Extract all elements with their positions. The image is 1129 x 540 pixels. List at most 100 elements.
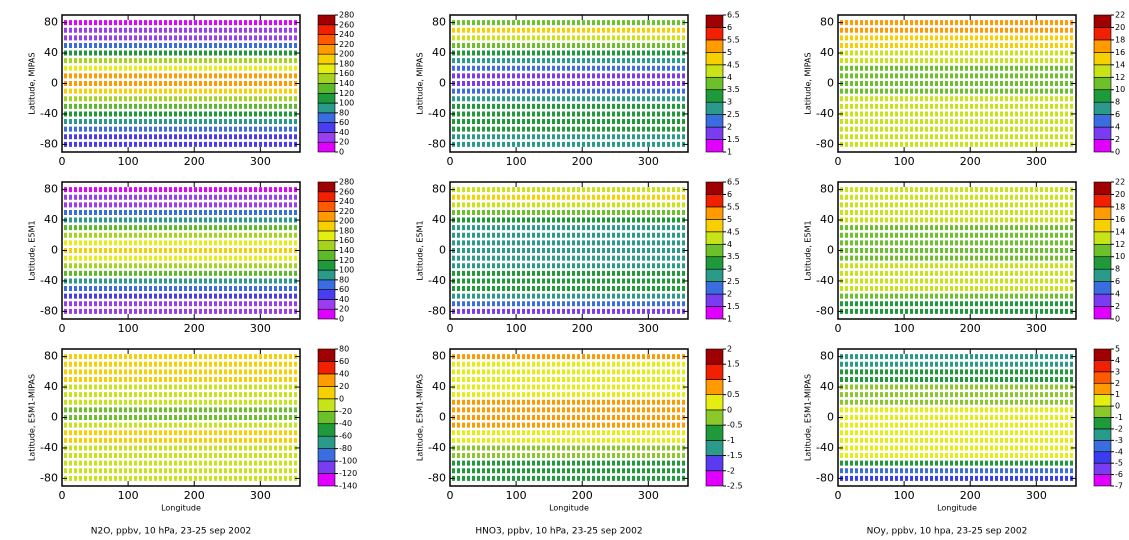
y-tick-label: -40	[816, 274, 834, 287]
colorbar-box	[317, 73, 336, 84]
colorbar-label: 5	[727, 48, 732, 57]
colorbar-box	[705, 268, 724, 282]
colorbar-label: 0	[1115, 148, 1120, 157]
colorbar-label: 4	[727, 240, 732, 249]
colorbar-box	[317, 473, 336, 487]
y-axis-label: Latitude, MIPAS	[804, 52, 813, 114]
colorbar-label: -4	[1115, 447, 1123, 456]
y-tick-label: 80	[432, 350, 446, 363]
y-tick-label: -80	[428, 304, 446, 317]
colorbar-box	[317, 132, 336, 143]
y-tick-label: 80	[44, 350, 58, 363]
colorbar-label: 0	[1115, 315, 1120, 324]
colorbar-label: 40	[339, 128, 349, 137]
colorbar-box	[317, 102, 336, 114]
colorbar-label: 2	[1115, 135, 1120, 144]
colorbar-label: 180	[339, 59, 354, 68]
y-tick-label: 40	[820, 380, 834, 393]
x-tick-label: 0	[835, 322, 842, 335]
colorbar-label: 2	[727, 290, 732, 299]
y-tick-label: -80	[428, 471, 446, 484]
colorbar-label: 6.5	[727, 178, 740, 187]
y-axis-label: Latitude, MIPAS	[416, 52, 425, 114]
colorbar-label: 220	[339, 40, 354, 49]
colorbar-box	[1093, 64, 1112, 78]
colorbar-label: 4	[1115, 356, 1120, 365]
colorbar-label: 1.5	[727, 360, 740, 369]
colorbar-label: 4.5	[727, 60, 740, 69]
colorbar-box	[1093, 348, 1112, 361]
colorbar-box	[317, 240, 336, 251]
colorbar-box	[705, 76, 724, 91]
colorbar-label: 100	[339, 99, 354, 108]
colorbar-label: 1	[727, 315, 732, 324]
caption: NOy, ppbv, 10 hpa, 23-25 sep 2002	[867, 527, 1028, 537]
x-tick-label: 100	[118, 155, 139, 168]
x-tick-label: 200	[960, 489, 981, 502]
colorbar-label: 20	[339, 138, 349, 147]
colorbar-box	[705, 455, 724, 472]
colorbar-box	[705, 52, 724, 66]
colorbar-box	[705, 470, 724, 487]
colorbar-label: 1.5	[727, 135, 740, 144]
x-tick-label: 0	[59, 489, 66, 502]
colorbar-label: 80	[339, 275, 349, 284]
colorbar-box	[317, 92, 336, 104]
colorbar-label: 80	[339, 345, 349, 354]
x-tick-label: 300	[250, 155, 271, 168]
x-tick-label: 200	[572, 489, 593, 502]
y-tick-label: 40	[44, 46, 58, 59]
colorbar-box	[317, 348, 336, 362]
colorbar-box	[1093, 360, 1112, 373]
colorbar-label: 2	[1115, 379, 1120, 388]
colorbar-label: 4	[1115, 290, 1120, 299]
y-tick-label: -40	[40, 441, 58, 454]
y-tick-label: -80	[428, 137, 446, 150]
colorbar-label: 10	[1115, 252, 1125, 261]
colorbar-box	[317, 63, 336, 75]
colorbar-box	[1093, 231, 1112, 245]
colorbar-box	[317, 230, 336, 242]
y-tick-label: -40	[428, 107, 446, 120]
x-tick-label: 100	[506, 155, 527, 168]
y-tick-label: -80	[40, 137, 58, 150]
y-axis-label: Latitude, E5M1	[804, 220, 813, 280]
colorbar-label: 160	[339, 236, 354, 245]
colorbar-box	[317, 250, 336, 261]
colorbar-label: 2	[1115, 302, 1120, 311]
colorbar-label: -100	[339, 457, 357, 466]
colorbar-box	[317, 220, 336, 232]
colorbar-label: 12	[1115, 240, 1125, 249]
colorbar-label: 4	[727, 73, 732, 82]
colorbar-label: 2.5	[727, 110, 740, 119]
colorbar-box	[1093, 89, 1112, 103]
colorbar-label: 1	[727, 148, 732, 157]
x-tick-label: 0	[835, 155, 842, 168]
colorbar-box	[317, 386, 336, 400]
x-tick-label: 300	[638, 155, 659, 168]
colorbar-box	[1093, 462, 1112, 475]
colorbar-box	[1093, 52, 1112, 66]
colorbar-label: 120	[339, 89, 354, 98]
colorbar-box	[1093, 39, 1112, 53]
x-tick-label: 200	[572, 322, 593, 335]
colorbar-label: 260	[339, 20, 354, 29]
colorbar-box	[317, 191, 336, 202]
y-tick-label: -40	[40, 274, 58, 287]
colorbar-label: 5	[727, 215, 732, 224]
colorbar-label: 3.5	[727, 85, 740, 94]
colorbar-box	[705, 409, 724, 426]
x-tick-label: 300	[638, 322, 659, 335]
colorbar-box	[1093, 14, 1112, 28]
colorbar-box	[705, 206, 724, 220]
colorbar-label: 2	[727, 345, 732, 354]
colorbar-box	[1093, 139, 1112, 153]
colorbar-box	[705, 306, 724, 320]
x-tick-label: 0	[59, 322, 66, 335]
colorbar-box	[705, 256, 724, 270]
x-tick-label: 100	[506, 322, 527, 335]
colorbar-label: 14	[1115, 227, 1125, 236]
colorbar-box	[1093, 394, 1112, 407]
x-tick-label: 0	[447, 155, 454, 168]
colorbar-label: 60	[339, 357, 349, 366]
